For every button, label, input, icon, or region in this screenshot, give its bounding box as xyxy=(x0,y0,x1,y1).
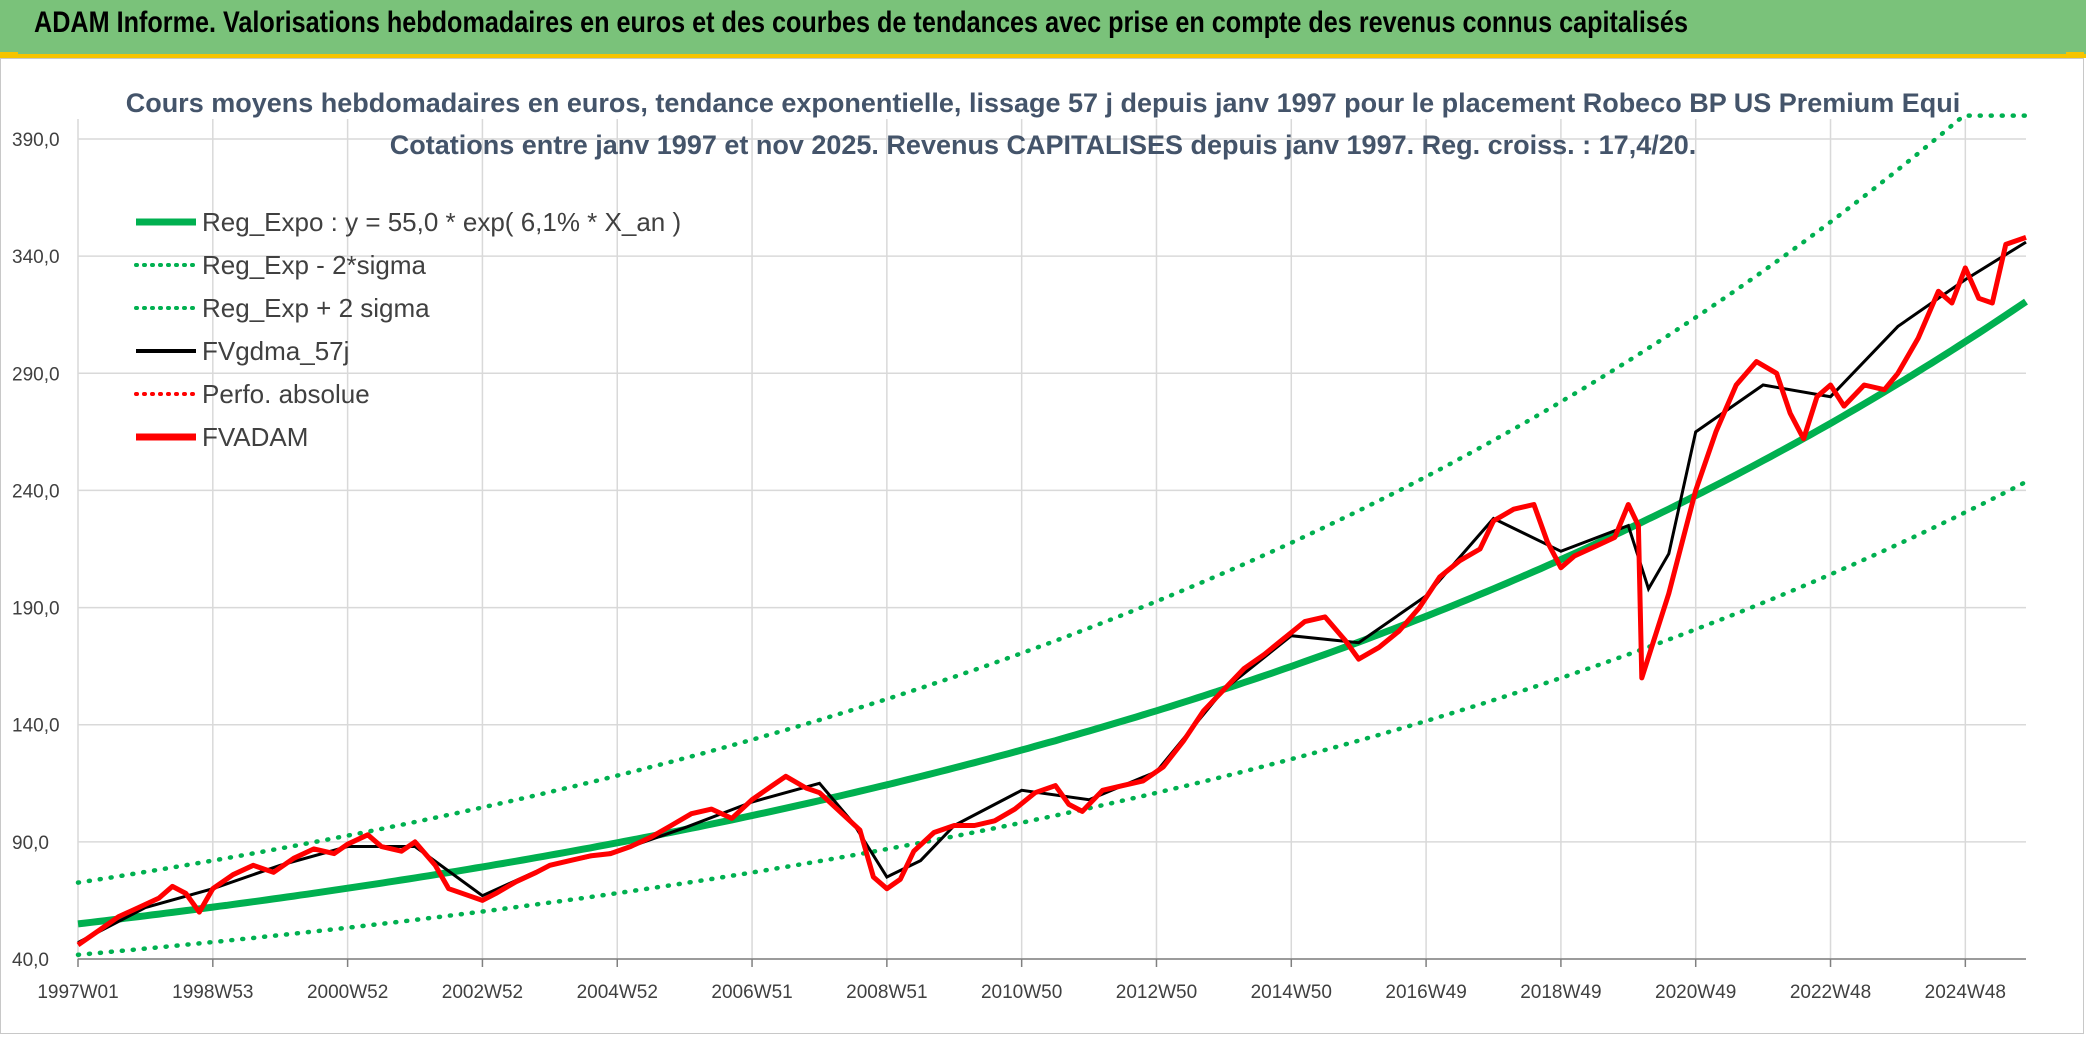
y-tick-label: 240,0 xyxy=(12,481,60,502)
x-tick-label: 2002W52 xyxy=(442,982,523,1003)
x-tick-label: 2022W48 xyxy=(1790,982,1871,1003)
y-tick-label: 40,0 xyxy=(12,950,49,971)
report-title: ADAM Informe. Valorisations hebdomadaire… xyxy=(34,6,1688,39)
y-tick-label: 190,0 xyxy=(12,599,60,620)
x-tick-label: 1997W01 xyxy=(37,982,118,1003)
x-tick-label: 2018W49 xyxy=(1520,982,1601,1003)
y-tick-label: 140,0 xyxy=(12,716,60,737)
x-tick-label: 2000W52 xyxy=(307,982,388,1003)
x-tick-label: 2012W50 xyxy=(1116,982,1197,1003)
x-tick-label: 1998W53 xyxy=(172,982,253,1003)
series-fvgdma-57j xyxy=(77,240,2027,944)
chart-grid xyxy=(77,119,2026,967)
chart-title: Cours moyens hebdomadaires en euros, ten… xyxy=(126,88,1961,118)
trend-upper-2sigma xyxy=(75,113,2029,885)
x-tick-label: 2014W50 xyxy=(1251,982,1332,1003)
legend-label: FVADAM xyxy=(202,422,308,452)
corner-accent-right xyxy=(2066,52,2084,58)
x-tick-label: 2024W48 xyxy=(1925,982,2006,1003)
trend-lower-2sigma xyxy=(75,479,2029,958)
report-banner: ADAM Informe. Valorisations hebdomadaire… xyxy=(0,0,2086,58)
x-tick-label: 2004W52 xyxy=(577,982,658,1003)
trend-curves xyxy=(75,113,2029,958)
x-axis-ticks: 1997W01 1998W53 2000W52 2002W52 2004W52 2006W… xyxy=(37,982,2006,1003)
trend-regression xyxy=(77,298,2028,928)
corner-accent-left xyxy=(0,52,18,58)
legend-label: Reg_Exp - 2*sigma xyxy=(202,250,427,280)
y-tick-label: 90,0 xyxy=(12,833,49,854)
x-tick-label: 2020W49 xyxy=(1655,982,1736,1003)
x-tick-label: 2010W50 xyxy=(981,982,1062,1003)
legend-label: Reg_Expo : y = 55,0 * exp( 6,1% * X_an ) xyxy=(202,207,681,237)
series-fvadam xyxy=(76,235,2027,947)
chart-legend: Reg_Expo : y = 55,0 * exp( 6,1% * X_an )… xyxy=(134,207,681,452)
legend-label: Perfo. absolue xyxy=(202,379,370,409)
x-tick-label: 2006W51 xyxy=(711,982,792,1003)
y-axis-ticks: 390,0 340,0 290,0 240,0 190,0 140,0 90,0 40,0 xyxy=(12,130,60,971)
legend-label: Reg_Exp + 2 sigma xyxy=(202,293,430,323)
y-tick-label: 390,0 xyxy=(12,130,60,151)
legend-label: FVgdma_57j xyxy=(202,336,349,366)
price-series xyxy=(76,235,2027,947)
y-tick-label: 290,0 xyxy=(12,364,60,385)
x-tick-label: 2016W49 xyxy=(1385,982,1466,1003)
y-tick-label: 340,0 xyxy=(12,247,60,268)
chart-subtitle: Cotations entre janv 1997 et nov 2025. R… xyxy=(390,130,1697,160)
x-tick-label: 2008W51 xyxy=(846,982,927,1003)
